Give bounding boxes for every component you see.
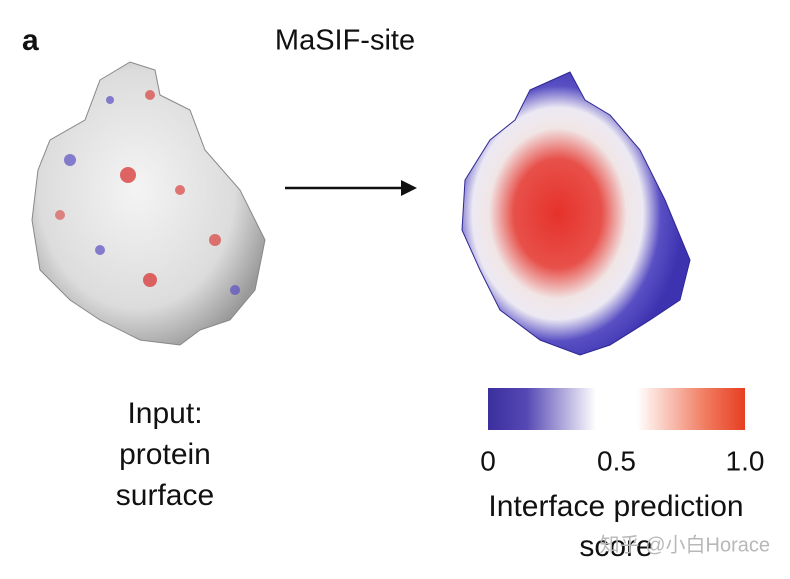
protein-surface-prediction (461, 71, 691, 356)
watermark: 知乎 @小白Horace (600, 533, 770, 556)
colorbar-tick-label: 0 (480, 445, 496, 476)
colorbar (488, 388, 745, 430)
input-label-line: protein (119, 438, 211, 471)
colorbar-label: Interface prediction score (488, 490, 743, 563)
colorbar-label-line: score (579, 530, 652, 563)
colorbar-ticks: 0 0.5 1.0 (480, 445, 764, 476)
input-label-line: surface (116, 479, 214, 512)
input-label-line: Input: (127, 397, 202, 430)
figure-title: MaSIF-site (275, 25, 415, 57)
input-label: Input: protein surface (116, 397, 214, 512)
protein-surface (31, 61, 266, 346)
panel-label: a (22, 24, 39, 57)
colorbar-label-line: Interface prediction (488, 490, 743, 523)
arrow (285, 180, 417, 196)
colorbar-tick-label: 0.5 (597, 445, 636, 476)
colorbar-tick-label: 1.0 (726, 445, 765, 476)
